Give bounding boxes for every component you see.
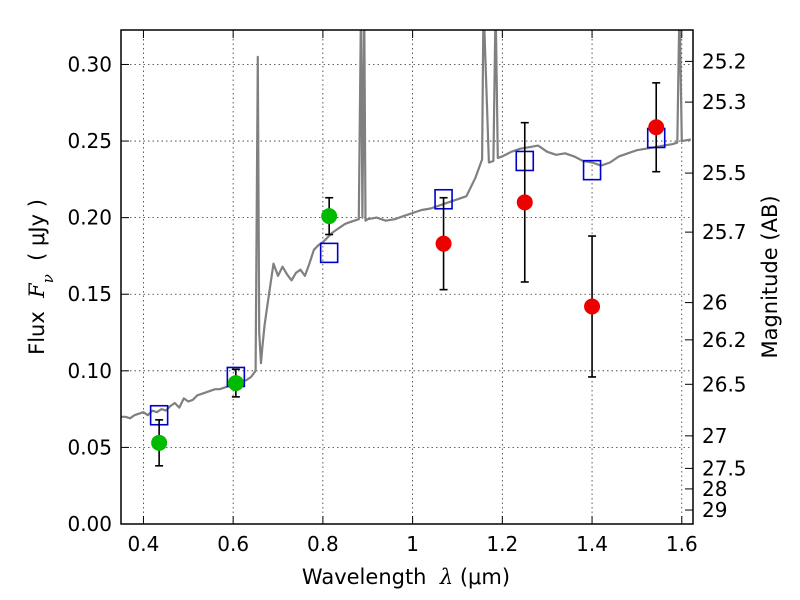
- x-tick-label: 1.4: [576, 532, 608, 556]
- y-axis-title-subscript: ν: [39, 274, 57, 283]
- y2-tick-label: 26.5: [702, 372, 747, 396]
- y-tick-label: 0.25: [67, 129, 112, 153]
- y-tick-label: 0.30: [67, 52, 112, 76]
- right-axis-title: Magnitude (AB): [758, 195, 782, 358]
- model-spectrum: [121, 30, 691, 420]
- nir-point: [648, 119, 665, 136]
- y2-tick-label: 27: [702, 424, 727, 448]
- y-axis-title-suffix: ( μJy ): [25, 199, 49, 274]
- y-axis-title: Flux Fν ( μJy ): [25, 199, 57, 355]
- y2-tick-label: 26: [702, 291, 727, 315]
- spectrum-line: [121, 30, 691, 420]
- y-tick-label: 0.15: [67, 282, 112, 306]
- x-tick-label: 1.2: [486, 532, 518, 556]
- y-tick-label: 0.00: [67, 512, 112, 536]
- x-axis-title-prefix: Wavelength: [302, 565, 440, 589]
- y2-tick-label: 25.2: [702, 49, 747, 73]
- optical-point: [151, 434, 168, 451]
- y2-tick-label: 25.3: [702, 90, 747, 114]
- x-tick-label: 1.6: [666, 532, 698, 556]
- x-axis-title-suffix: (μm): [453, 565, 510, 589]
- y-tick-label: 0.05: [67, 435, 112, 459]
- optical-point: [227, 375, 244, 392]
- model-point: [582, 159, 602, 181]
- y-tick-label: 0.10: [67, 359, 112, 383]
- y2-tick-label: 28: [702, 477, 727, 501]
- x-axis-title: Wavelength λ (μm): [302, 565, 510, 589]
- y-tick-label: 0.20: [67, 206, 112, 230]
- nir-point: [516, 194, 533, 211]
- nir-point: [584, 298, 601, 315]
- x-tick-label: 1: [406, 532, 419, 556]
- grid: [121, 30, 693, 525]
- x-tick-label: 0.6: [217, 532, 249, 556]
- y2-tick-label: 25.5: [702, 161, 747, 185]
- x-tick-label: 0.8: [307, 532, 339, 556]
- y-axis-title-symbol: F: [25, 282, 49, 299]
- plot-frame: [120, 29, 694, 525]
- y2-tick-label: 26.2: [702, 328, 747, 352]
- x-tick-label: 0.4: [128, 532, 160, 556]
- data-points: [149, 82, 666, 467]
- y2-tick-label: 29: [702, 498, 727, 522]
- y2-tick-label: 27.5: [702, 456, 747, 480]
- optical-point: [321, 208, 338, 225]
- y-axis-title-prefix: Flux: [25, 298, 49, 355]
- axis-ticks: 0.4 0.6 0.8 1 1.2 1.4 1.6 0.00 0.05 0.10 0.15 0.20 0…: [67, 30, 747, 556]
- model-point: [319, 242, 339, 264]
- x-axis-title-symbol: λ: [439, 565, 453, 589]
- nir-point: [435, 235, 452, 252]
- y2-tick-label: 25.7: [702, 220, 747, 244]
